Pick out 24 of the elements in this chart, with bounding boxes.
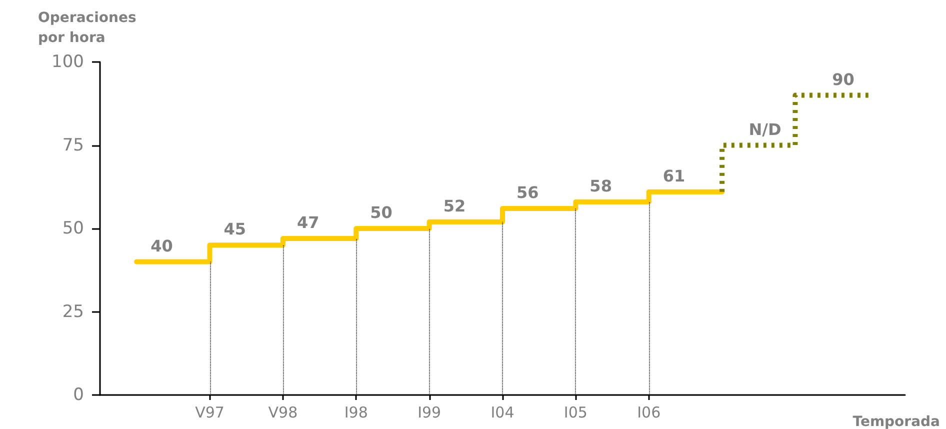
data-label: N/D: [748, 120, 782, 139]
y-tick-label: 75: [62, 135, 84, 156]
y-tick-label: 100: [52, 52, 84, 72]
x-axis-title: Temporada: [852, 414, 940, 429]
data-label: 45: [224, 220, 246, 239]
data-label: 61: [662, 166, 686, 186]
x-tick-label: I05: [564, 404, 588, 422]
y-tick-label: 50: [62, 218, 84, 238]
y-axis-title: Operaciones por hora: [38, 10, 136, 46]
y-tick-label: 0: [73, 385, 84, 405]
x-tick-label: I04: [490, 404, 514, 422]
x-tick-label: I99: [418, 404, 442, 422]
x-tick-label: I06: [637, 404, 661, 422]
x-tick-label: V97: [195, 404, 224, 422]
data-label: 90: [832, 70, 854, 89]
data-label: 50: [370, 203, 392, 222]
data-label: 58: [590, 176, 612, 196]
data-label: 56: [516, 183, 539, 202]
data-label: 52: [443, 196, 466, 216]
data-label: 40: [150, 236, 173, 256]
x-tick-label: V98: [268, 404, 298, 422]
x-tick-label: I98: [344, 404, 368, 422]
y-tick-label: 25: [62, 302, 84, 322]
data-label: 47: [296, 212, 320, 232]
